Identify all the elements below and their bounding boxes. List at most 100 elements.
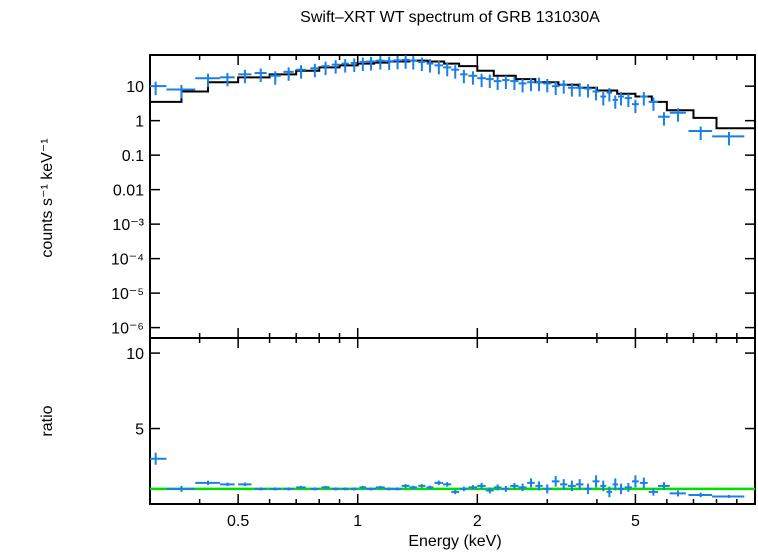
ratio-data-point xyxy=(331,487,340,491)
spectrum-y-tick-label: 0.1 xyxy=(122,148,144,165)
ratio-data-point xyxy=(166,485,196,492)
ratio-y-axis-label: ratio xyxy=(39,405,56,436)
spectrum-data-point xyxy=(560,80,568,94)
ratio-data-point xyxy=(669,490,686,497)
spectrum-data-point xyxy=(527,77,535,92)
x-tick-label: 1 xyxy=(353,513,362,530)
spectrum-data-point xyxy=(384,56,394,71)
ratio-data-point xyxy=(443,482,452,487)
ratio-data-point xyxy=(468,485,478,490)
spectrum-y-axis-label: counts s⁻¹ keV⁻¹ xyxy=(39,138,56,257)
ratio-data-point xyxy=(451,489,460,495)
ratio-data-point xyxy=(612,478,618,491)
ratio-data-point xyxy=(375,485,385,489)
ratio-data-point xyxy=(310,487,320,491)
ratio-data-point xyxy=(254,487,267,491)
ratio-data-point xyxy=(460,486,468,492)
ratio-data-point xyxy=(567,480,576,492)
spectrum-data-point xyxy=(535,77,543,92)
ratio-y-ticks: 5 10 xyxy=(126,346,755,439)
spectrum-data-point xyxy=(502,75,510,90)
ratio-data-point xyxy=(219,482,235,487)
spectrum-data-point xyxy=(592,86,600,101)
spectrum-data-point xyxy=(612,95,618,109)
ratio-data-point xyxy=(648,488,659,496)
ratio-data-point xyxy=(624,482,632,492)
ratio-data-point xyxy=(631,475,639,488)
ratio-data-point xyxy=(535,481,543,491)
spectrum-data-point xyxy=(434,60,444,75)
spectrum-data-point xyxy=(551,81,560,96)
ratio-data-point xyxy=(493,484,502,491)
spectrum-data-point xyxy=(150,81,167,96)
spectrum-data-point xyxy=(712,131,745,146)
ratio-data-point xyxy=(575,479,584,490)
ratio-data-point xyxy=(527,478,535,488)
x-tick-label: 5 xyxy=(631,513,640,530)
x-axis-label: Energy (keV) xyxy=(408,533,501,550)
ratio-data-point xyxy=(551,476,560,487)
spectrum-data-point xyxy=(460,69,468,84)
spectrum-data-point xyxy=(631,99,639,114)
spectrum-y-tick-label: 10⁻⁶ xyxy=(111,321,144,338)
spectrum-data-point xyxy=(418,57,426,71)
spectrum-data-point xyxy=(543,78,552,93)
spectrum-data-points xyxy=(150,55,745,146)
spectrum-data-point xyxy=(310,63,320,78)
ratio-data-point xyxy=(485,487,494,494)
spectrum-data-point xyxy=(600,92,607,106)
chart-title: Swift–XRT WT spectrum of GRB 131030A xyxy=(300,9,600,26)
ratio-data-point xyxy=(560,479,568,490)
ratio-data-point xyxy=(477,482,486,489)
spectrum-y-tick-label: 1 xyxy=(135,114,144,131)
spectrum-y-tick-label: 10⁻⁵ xyxy=(111,286,144,303)
spectrum-data-point xyxy=(331,60,340,74)
ratio-data-point xyxy=(401,484,410,488)
spectrum-data-point xyxy=(617,92,624,106)
ratio-data-point xyxy=(238,482,252,487)
spectrum-data-point xyxy=(350,58,358,72)
ratio-frame xyxy=(149,337,756,505)
spectrum-data-point xyxy=(283,67,294,81)
ratio-data-point xyxy=(384,487,394,491)
spectrum-data-point xyxy=(269,71,281,85)
ratio-panel: ratio 5 10 xyxy=(39,337,756,505)
ratio-data-point xyxy=(688,492,713,498)
spectrum-data-point xyxy=(296,65,306,79)
ratio-data-point xyxy=(150,452,167,465)
spectrum-data-point xyxy=(468,71,478,85)
ratio-data-point xyxy=(321,485,330,489)
spectrum-data-point xyxy=(493,76,502,91)
spectrum-data-point xyxy=(648,97,659,111)
x-axis-ticks: 0.5 1 2 5 xyxy=(198,55,738,530)
spectrum-y-tick-label: 10 xyxy=(126,79,144,96)
ratio-data-point xyxy=(341,487,349,491)
spectrum-data-point xyxy=(238,69,252,84)
ratio-data-point xyxy=(639,477,648,489)
spectrum-y-tick-label: 10⁻³ xyxy=(112,217,144,234)
spectrum-data-point xyxy=(409,56,418,70)
spectrum-data-point xyxy=(341,59,349,73)
ratio-data-point xyxy=(617,483,624,495)
spectrum-data-point xyxy=(575,83,584,97)
ratio-data-point xyxy=(712,494,745,498)
spectrum-data-point xyxy=(166,84,196,99)
spectrum-data-point xyxy=(254,68,267,82)
ratio-data-point xyxy=(409,485,418,490)
spectrum-model xyxy=(150,59,755,130)
ratio-data-point xyxy=(434,480,444,486)
spectrum-data-point xyxy=(219,72,235,87)
ratio-data-point xyxy=(502,485,510,492)
spectrum-data-point xyxy=(584,84,592,98)
spectrum-y-tick-label: 0.01 xyxy=(113,183,144,200)
ratio-data-point xyxy=(518,483,527,492)
ratio-data-point xyxy=(510,482,519,489)
spectrum-y-tick-label: 10⁻⁴ xyxy=(111,252,144,269)
x-tick-label: 2 xyxy=(473,513,482,530)
spectrum-data-point xyxy=(658,112,670,126)
ratio-data-point xyxy=(658,482,670,490)
spectrum-data-point xyxy=(426,59,434,73)
spectrum-data-point xyxy=(443,62,452,77)
ratio-data-point xyxy=(350,487,358,491)
spectrum-data-point xyxy=(485,74,494,89)
